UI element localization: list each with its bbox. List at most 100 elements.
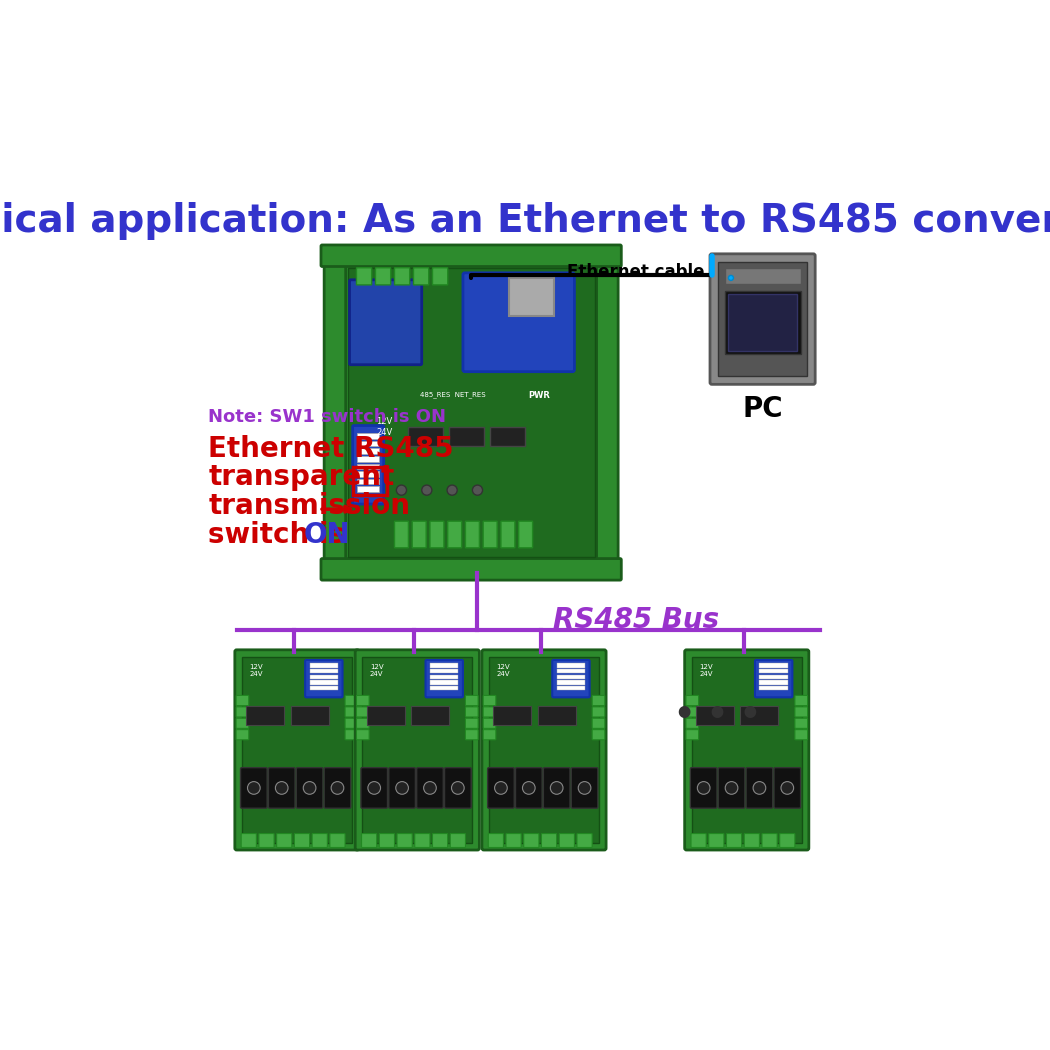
Circle shape <box>781 781 794 794</box>
FancyBboxPatch shape <box>395 521 408 548</box>
FancyBboxPatch shape <box>361 768 387 808</box>
Text: • • •: • • • <box>674 698 761 732</box>
FancyBboxPatch shape <box>429 521 444 548</box>
FancyBboxPatch shape <box>357 463 379 469</box>
FancyBboxPatch shape <box>247 706 285 724</box>
FancyBboxPatch shape <box>356 268 372 285</box>
FancyBboxPatch shape <box>276 834 292 847</box>
FancyBboxPatch shape <box>490 426 525 446</box>
FancyBboxPatch shape <box>345 718 358 729</box>
FancyBboxPatch shape <box>429 669 459 673</box>
Text: 12V
24V: 12V 24V <box>370 665 383 677</box>
Circle shape <box>472 485 483 496</box>
Text: 12V
24V: 12V 24V <box>250 665 262 677</box>
Circle shape <box>523 781 536 794</box>
FancyBboxPatch shape <box>366 706 404 724</box>
FancyBboxPatch shape <box>310 680 338 685</box>
FancyBboxPatch shape <box>795 695 807 706</box>
FancyBboxPatch shape <box>483 521 497 548</box>
FancyBboxPatch shape <box>310 664 338 668</box>
FancyBboxPatch shape <box>449 426 484 446</box>
Circle shape <box>452 781 464 794</box>
Circle shape <box>729 275 734 280</box>
FancyBboxPatch shape <box>685 650 808 851</box>
Circle shape <box>550 781 563 794</box>
FancyBboxPatch shape <box>710 254 815 384</box>
Circle shape <box>423 781 437 794</box>
FancyBboxPatch shape <box>718 262 807 376</box>
FancyBboxPatch shape <box>236 718 249 729</box>
FancyBboxPatch shape <box>242 657 352 843</box>
FancyBboxPatch shape <box>556 680 585 685</box>
FancyBboxPatch shape <box>324 768 351 808</box>
FancyBboxPatch shape <box>686 718 698 729</box>
FancyBboxPatch shape <box>407 426 443 446</box>
FancyBboxPatch shape <box>759 686 788 690</box>
FancyBboxPatch shape <box>306 660 342 697</box>
FancyBboxPatch shape <box>686 707 698 717</box>
Circle shape <box>368 781 380 794</box>
FancyBboxPatch shape <box>310 674 338 679</box>
Circle shape <box>447 485 457 496</box>
FancyBboxPatch shape <box>413 521 426 548</box>
FancyBboxPatch shape <box>345 707 358 717</box>
FancyBboxPatch shape <box>310 686 338 690</box>
FancyBboxPatch shape <box>482 650 606 851</box>
Circle shape <box>248 781 260 794</box>
FancyBboxPatch shape <box>269 768 295 808</box>
Text: PWR: PWR <box>528 391 550 400</box>
FancyBboxPatch shape <box>357 479 379 484</box>
FancyBboxPatch shape <box>324 254 345 567</box>
FancyBboxPatch shape <box>395 268 410 285</box>
FancyBboxPatch shape <box>759 674 788 679</box>
Circle shape <box>697 781 710 794</box>
Circle shape <box>753 781 765 794</box>
FancyBboxPatch shape <box>780 834 795 847</box>
Text: PC: PC <box>742 395 783 423</box>
FancyBboxPatch shape <box>310 669 338 673</box>
FancyBboxPatch shape <box>294 834 310 847</box>
FancyBboxPatch shape <box>450 834 465 847</box>
Text: 12V
24V: 12V 24V <box>376 417 393 437</box>
FancyBboxPatch shape <box>235 650 359 851</box>
FancyBboxPatch shape <box>429 680 459 685</box>
FancyBboxPatch shape <box>718 768 744 808</box>
Circle shape <box>495 781 507 794</box>
FancyBboxPatch shape <box>724 291 800 354</box>
FancyBboxPatch shape <box>362 657 473 843</box>
FancyBboxPatch shape <box>357 448 379 454</box>
Circle shape <box>397 485 406 496</box>
FancyBboxPatch shape <box>433 268 447 285</box>
FancyBboxPatch shape <box>357 434 379 439</box>
FancyBboxPatch shape <box>795 718 807 729</box>
FancyBboxPatch shape <box>425 660 463 697</box>
FancyBboxPatch shape <box>552 660 590 697</box>
FancyBboxPatch shape <box>696 706 734 724</box>
FancyBboxPatch shape <box>516 768 542 808</box>
Circle shape <box>726 781 738 794</box>
FancyBboxPatch shape <box>571 768 597 808</box>
FancyBboxPatch shape <box>259 834 274 847</box>
FancyBboxPatch shape <box>488 834 503 847</box>
Text: Note: SW1 switch is ON: Note: SW1 switch is ON <box>208 408 446 426</box>
FancyBboxPatch shape <box>506 834 521 847</box>
FancyBboxPatch shape <box>336 247 607 575</box>
FancyBboxPatch shape <box>415 834 429 847</box>
FancyBboxPatch shape <box>543 768 570 808</box>
Text: 12V
24V: 12V 24V <box>699 665 713 677</box>
FancyBboxPatch shape <box>240 768 267 808</box>
FancyBboxPatch shape <box>556 686 585 690</box>
FancyBboxPatch shape <box>465 718 478 729</box>
FancyBboxPatch shape <box>465 521 480 548</box>
FancyBboxPatch shape <box>321 245 622 267</box>
FancyBboxPatch shape <box>379 834 395 847</box>
FancyBboxPatch shape <box>494 706 531 724</box>
FancyBboxPatch shape <box>348 269 594 556</box>
Text: Typical application: As an Ethernet to RS485 converter: Typical application: As an Ethernet to R… <box>0 202 1050 239</box>
Circle shape <box>396 781 408 794</box>
FancyBboxPatch shape <box>592 707 605 717</box>
FancyBboxPatch shape <box>353 425 383 504</box>
FancyBboxPatch shape <box>509 278 553 316</box>
FancyBboxPatch shape <box>747 768 773 808</box>
FancyBboxPatch shape <box>483 707 496 717</box>
